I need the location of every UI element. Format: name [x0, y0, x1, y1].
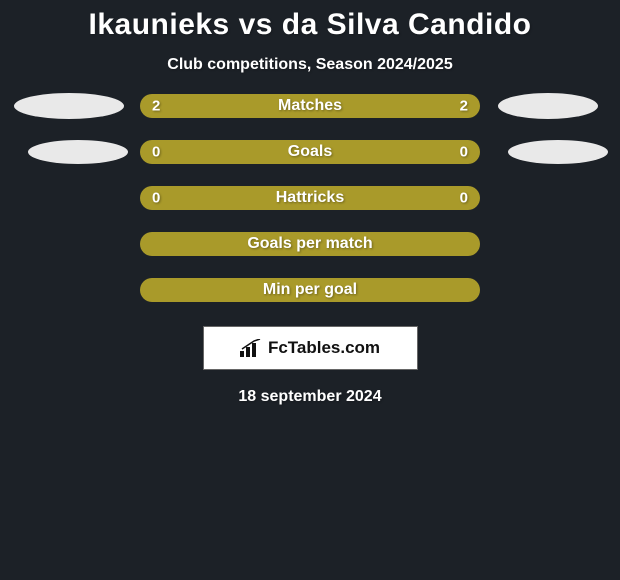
stat-bar: 0 Goals 0: [140, 140, 480, 164]
stat-label: Hattricks: [276, 189, 344, 207]
stat-left-value: 0: [152, 190, 160, 207]
stat-right-value: 0: [460, 190, 468, 207]
bar-chart-icon: [240, 339, 262, 357]
left-ellipse: [28, 140, 128, 164]
subtitle: Club competitions, Season 2024/2025: [0, 56, 620, 74]
stat-bar: 0 Hattricks 0: [140, 186, 480, 210]
stat-row: Min per goal: [10, 276, 610, 304]
stat-label: Min per goal: [263, 281, 357, 299]
logo-box: FcTables.com: [203, 326, 418, 370]
stat-left-value: 0: [152, 144, 160, 161]
stat-bar: Goals per match: [140, 232, 480, 256]
stat-right-value: 0: [460, 144, 468, 161]
stat-left-value: 2: [152, 98, 160, 115]
page-title: Ikaunieks vs da Silva Candido: [0, 0, 620, 42]
stat-bar: Min per goal: [140, 278, 480, 302]
date-text: 18 september 2024: [0, 388, 620, 406]
stat-label: Goals per match: [247, 235, 372, 253]
stat-row: 0 Goals 0: [10, 138, 610, 166]
stat-label: Goals: [288, 143, 332, 161]
stat-row: Goals per match: [10, 230, 610, 258]
logo-text: FcTables.com: [268, 338, 380, 358]
stat-bar: 2 Matches 2: [140, 94, 480, 118]
left-ellipse: [14, 93, 124, 119]
right-ellipse: [508, 140, 608, 164]
stat-label: Matches: [278, 97, 342, 115]
stat-row: 0 Hattricks 0: [10, 184, 610, 212]
right-ellipse: [498, 93, 598, 119]
stat-row: 2 Matches 2: [10, 92, 610, 120]
stat-right-value: 2: [460, 98, 468, 115]
